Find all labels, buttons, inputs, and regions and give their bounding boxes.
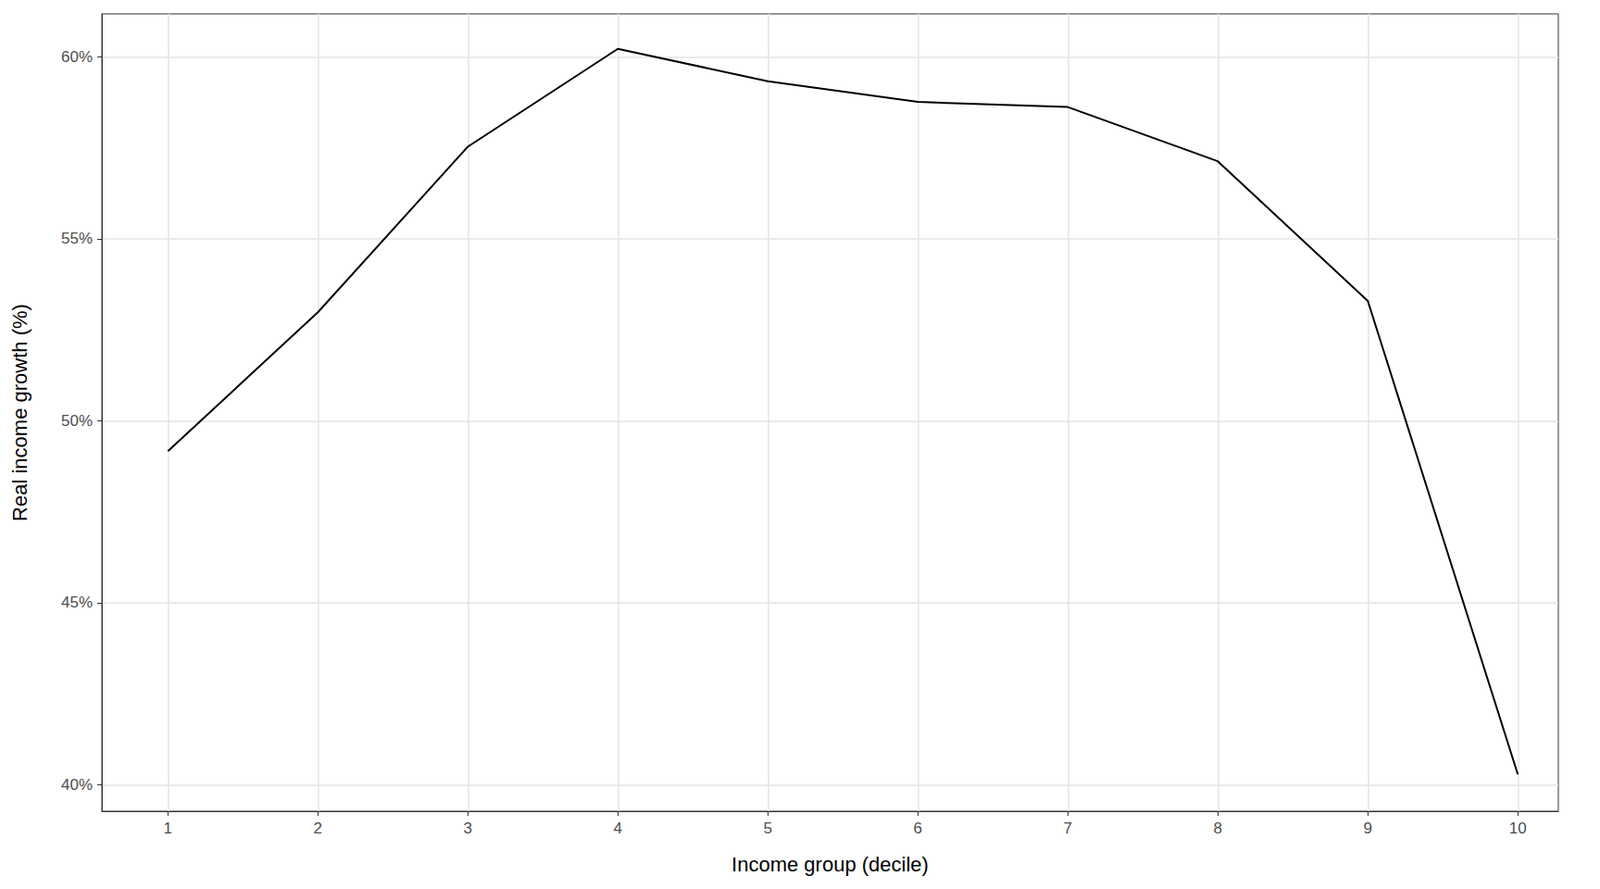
svg-text:60%: 60% bbox=[61, 48, 93, 66]
svg-text:5: 5 bbox=[763, 819, 773, 838]
svg-text:50%: 50% bbox=[61, 412, 93, 430]
svg-text:1: 1 bbox=[163, 819, 173, 838]
svg-text:10: 10 bbox=[1509, 819, 1527, 838]
svg-text:55%: 55% bbox=[61, 229, 93, 248]
svg-text:7: 7 bbox=[1063, 819, 1073, 838]
svg-text:3: 3 bbox=[463, 819, 473, 838]
svg-text:Real income growth (%): Real income growth (%) bbox=[8, 303, 32, 522]
svg-text:40%: 40% bbox=[61, 775, 93, 794]
svg-text:Income group (decile): Income group (decile) bbox=[731, 852, 929, 876]
svg-text:2: 2 bbox=[313, 819, 323, 838]
svg-text:6: 6 bbox=[913, 819, 923, 838]
svg-text:8: 8 bbox=[1213, 819, 1223, 838]
svg-text:45%: 45% bbox=[61, 593, 93, 612]
svg-text:9: 9 bbox=[1363, 819, 1373, 838]
svg-text:4: 4 bbox=[613, 819, 623, 838]
